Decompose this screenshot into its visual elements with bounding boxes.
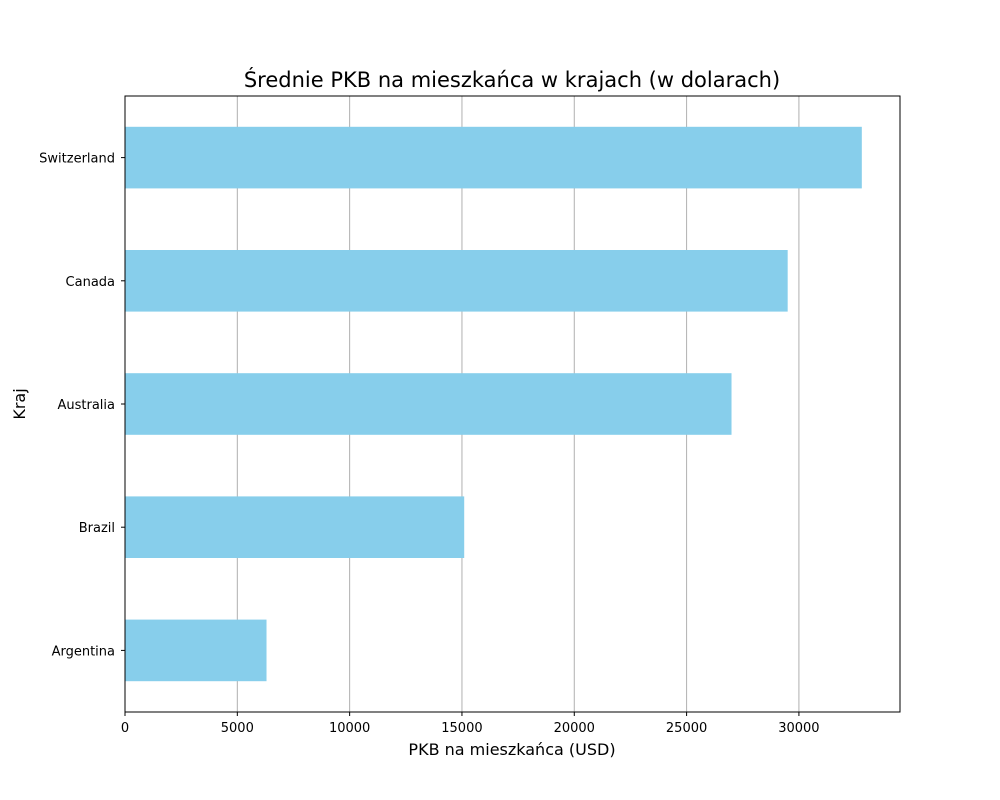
bar-canada bbox=[125, 250, 788, 312]
x-tick-label: 0 bbox=[121, 721, 129, 736]
y-tick-label: Australia bbox=[57, 398, 115, 413]
y-axis-label: Kraj bbox=[10, 388, 29, 419]
x-axis-ticks: 0 5000 10000 15000 20000 25000 30000 bbox=[121, 712, 820, 736]
y-tick-label: Switzerland bbox=[39, 152, 115, 167]
x-tick-label: 5000 bbox=[221, 721, 254, 736]
x-tick-label: 30000 bbox=[778, 721, 819, 736]
y-tick-label: Argentina bbox=[52, 644, 115, 659]
x-tick-label: 15000 bbox=[441, 721, 482, 736]
x-axis-label: PKB na mieszkańca (USD) bbox=[408, 740, 615, 759]
chart-title: Średnie PKB na mieszkańca w krajach (w d… bbox=[244, 67, 780, 92]
y-axis-ticks: Argentina Brazil Australia Canada Switzerlan… bbox=[39, 152, 125, 659]
bar-australia bbox=[125, 373, 732, 435]
bar-argentina bbox=[125, 619, 267, 682]
x-tick-label: 25000 bbox=[666, 721, 707, 736]
y-tick-label: Canada bbox=[66, 275, 115, 290]
x-tick-label: 10000 bbox=[329, 721, 370, 736]
y-tick-label: Brazil bbox=[79, 521, 115, 536]
bar-brazil bbox=[125, 496, 465, 558]
x-tick-label: 20000 bbox=[554, 721, 595, 736]
bars bbox=[125, 126, 862, 682]
bar-switzerland bbox=[125, 126, 862, 189]
